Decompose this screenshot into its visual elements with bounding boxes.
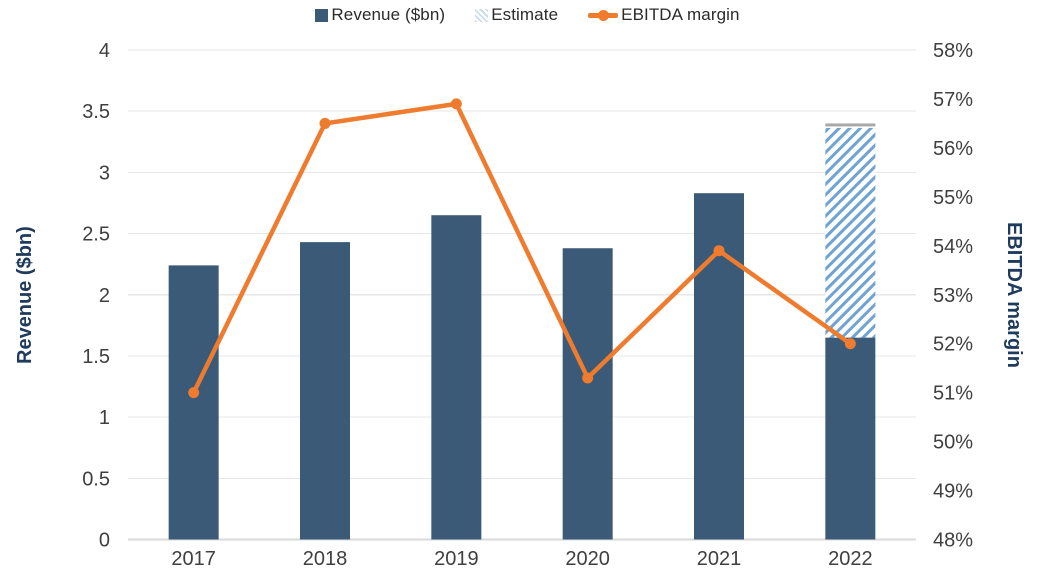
x-axis-category-label: 2020 — [565, 548, 610, 570]
estimate-bar-2022 — [825, 127, 876, 338]
revenue-bar-2019 — [431, 215, 482, 540]
right-axis-tick-label: 55% — [933, 187, 973, 209]
x-axis-category-label: 2019 — [434, 548, 479, 570]
right-axis-tick-label: 56% — [933, 138, 973, 160]
right-axis-tick-label: 57% — [933, 89, 973, 111]
legend-label-ebitda: EBITDA margin — [621, 5, 740, 24]
x-axis-category-label: 2022 — [828, 548, 873, 570]
left-axis-tick-label: 1 — [99, 407, 110, 429]
right-axis-tick-label: 52% — [933, 334, 973, 356]
right-axis-title: EBITDA margin — [1003, 222, 1025, 368]
x-axis-category-label: 2017 — [171, 548, 216, 570]
right-axis-tick-label: 58% — [933, 40, 973, 62]
revenue-bar-2021 — [694, 193, 744, 540]
x-axis-category-label: 2018 — [303, 548, 348, 570]
ebitda-margin-line — [191, 101, 853, 395]
ebitda-line-swatch-icon — [588, 9, 619, 21]
revenue-bar-2022 — [825, 337, 876, 540]
legend-item-ebitda: EBITDA margin — [588, 5, 739, 25]
legend-item-estimate: Estimate — [475, 5, 558, 25]
x-axis-category-label: 2021 — [697, 548, 742, 570]
left-axis-tick-label: 4 — [99, 40, 110, 62]
left-axis-tick-label: 3 — [99, 162, 110, 184]
right-axis-tick-label: 48% — [933, 530, 973, 552]
ebitda-marker-2018 — [319, 117, 331, 129]
estimate-swatch-icon — [475, 8, 489, 22]
right-axis-tick-label: 50% — [933, 432, 973, 454]
right-axis-tick-label: 53% — [933, 285, 973, 307]
left-axis-tick-label: 2 — [99, 285, 110, 307]
ebitda-marker-2017 — [188, 387, 200, 399]
left-axis-tick-label: 0 — [99, 530, 110, 552]
ebitda-marker-2022 — [844, 338, 856, 350]
right-axis-tick-label: 49% — [933, 481, 973, 503]
ebitda-marker-2019 — [450, 98, 462, 110]
left-axis-tick-label: 2.5 — [82, 224, 110, 246]
right-axis-tick-label: 51% — [933, 383, 973, 405]
right-axis-tick-label: 54% — [933, 236, 973, 258]
ebitda-marker-2020 — [582, 372, 594, 384]
chart-legend: Revenue ($bn) Estimate EBITDA margin — [0, 5, 1055, 25]
revenue-swatch-icon — [315, 8, 329, 22]
legend-label-estimate: Estimate — [491, 5, 559, 24]
left-axis-tick-label: 3.5 — [82, 101, 110, 123]
left-axis-tick-label: 1.5 — [82, 346, 110, 368]
left-axis-tick-label: 0.5 — [82, 468, 110, 490]
revenue-bar-2018 — [300, 242, 350, 540]
legend-label-revenue: Revenue ($bn) — [331, 5, 446, 24]
legend-item-revenue: Revenue ($bn) — [315, 5, 445, 25]
revenue-bar-2017 — [168, 265, 219, 540]
ebitda-marker-2021 — [713, 245, 725, 257]
estimate-bar-cap-2022 — [825, 123, 876, 127]
revenue-bar-2020 — [562, 248, 613, 540]
